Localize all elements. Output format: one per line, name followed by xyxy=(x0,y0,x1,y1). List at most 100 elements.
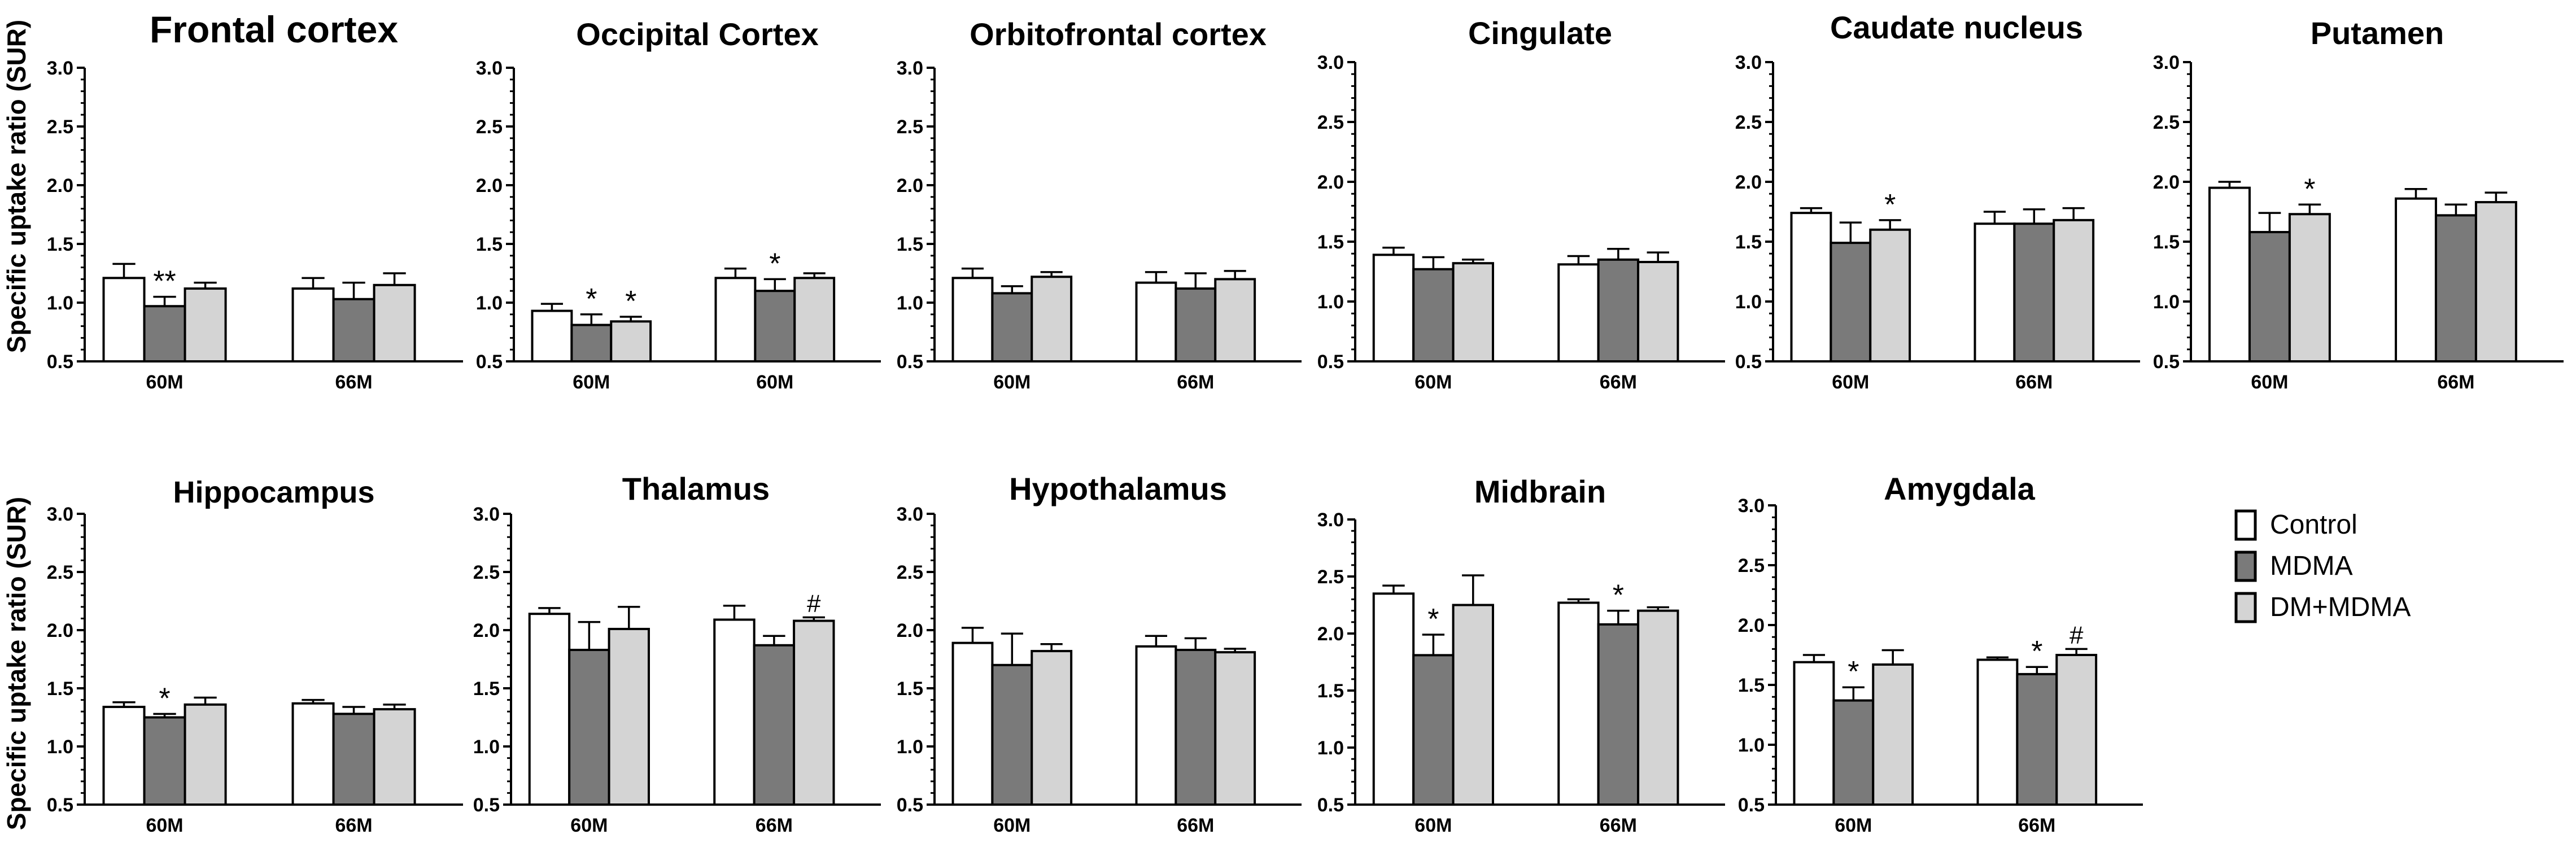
legend-label-dm-mdma: DM+MDMA xyxy=(2270,592,2411,622)
bar-mdma xyxy=(1597,258,1640,362)
x-category-label: 66M xyxy=(2018,815,2055,836)
y-tick-label: 0.5 xyxy=(1317,351,1344,373)
significance-marker: * xyxy=(586,283,597,316)
chart-panel: Caudate nucleus 0.5 1.0 1.5 2.0 2.5 3.0 60M 66M * xyxy=(1735,10,2140,393)
y-tick-label: 3.0 xyxy=(47,58,73,79)
y-tick-label: 2.0 xyxy=(47,620,73,641)
x-category-label: 60M xyxy=(2251,372,2288,393)
bar-mdma xyxy=(568,649,610,806)
x-category-label: 60M xyxy=(1835,815,1872,836)
y-tick-label: 3.0 xyxy=(473,504,500,525)
x-category-label: 60M xyxy=(573,372,610,393)
bar-mdma xyxy=(2013,222,2055,363)
bar-dm-mdma xyxy=(2053,219,2095,362)
panel-title: Orbitofrontal cortex xyxy=(970,16,1267,52)
bar-mdma xyxy=(753,644,796,806)
bar-control xyxy=(528,613,571,806)
y-tick-label: 3.0 xyxy=(476,58,503,79)
y-tick-label: 2.5 xyxy=(897,562,923,583)
bar-dm-mdma xyxy=(2055,654,2098,806)
y-tick-label: 2.0 xyxy=(897,620,923,641)
bar-dm-mdma xyxy=(184,703,227,806)
legend-label-control: Control xyxy=(2270,510,2357,540)
y-tick-label: 1.5 xyxy=(473,678,500,700)
y-tick-label: 1.5 xyxy=(1735,232,1762,253)
y-tick-label: 2.5 xyxy=(1317,112,1344,133)
y-tick-label: 2.5 xyxy=(897,116,923,138)
x-category-label: 66M xyxy=(756,815,793,836)
chart-panel: Hippocampus 0.5 1.0 1.5 2.0 2.5 3.0 60M 66M * xyxy=(47,475,463,836)
chart-panel: Occipital Cortex 0.5 1.0 1.5 2.0 2.5 3.0 60M 60M… xyxy=(476,16,881,393)
panel-title: Amygdala xyxy=(1884,471,2035,506)
y-tick-label: 1.0 xyxy=(897,292,923,314)
y-tick-label: 1.5 xyxy=(1317,680,1344,702)
bar-control xyxy=(1790,212,1832,362)
significance-marker: * xyxy=(1613,579,1624,612)
y-tick-label: 0.5 xyxy=(476,351,503,373)
y-tick-label: 1.0 xyxy=(1738,735,1765,756)
legend-label-mdma: MDMA xyxy=(2270,551,2353,581)
y-tick-label: 3.0 xyxy=(897,58,923,79)
y-axis-label-row2: Specific uptake ratio (SUR) xyxy=(2,497,31,830)
y-tick-label: 3.0 xyxy=(1738,495,1765,517)
y-axis-label-row1: Specific uptake ratio (SUR) xyxy=(2,20,31,353)
bar-mdma xyxy=(1832,699,1875,806)
bar-mdma xyxy=(2016,672,2058,806)
bar-dm-mdma xyxy=(1031,650,1073,806)
y-tick-label: 2.5 xyxy=(2153,112,2180,133)
y-tick-label: 2.0 xyxy=(2153,172,2180,193)
bar-dm-mdma xyxy=(1214,651,1256,806)
x-category-label: 60M xyxy=(1414,372,1452,393)
x-category-label: 60M xyxy=(1414,815,1452,836)
x-category-label: 66M xyxy=(1600,815,1637,836)
y-tick-label: 2.5 xyxy=(473,562,500,583)
significance-marker: * xyxy=(159,682,170,715)
significance-marker: * xyxy=(2031,635,2042,668)
y-tick-label: 1.0 xyxy=(473,736,500,758)
bar-dm-mdma xyxy=(1637,609,1679,806)
significance-marker: * xyxy=(2304,173,2315,206)
panel-title: Hippocampus xyxy=(173,475,374,509)
bar-control xyxy=(951,641,994,806)
legend-swatch-control xyxy=(2234,509,2257,541)
significance-marker: ** xyxy=(153,265,176,298)
chart-panel: Thalamus 0.5 1.0 1.5 2.0 2.5 3.0 60M 66M # xyxy=(473,471,881,836)
x-category-label: 66M xyxy=(1177,815,1214,836)
y-tick-label: 0.5 xyxy=(897,794,923,816)
y-tick-label: 2.0 xyxy=(1738,615,1765,636)
y-tick-label: 0.5 xyxy=(47,794,73,816)
y-tick-label: 2.0 xyxy=(47,175,73,196)
y-tick-label: 2.0 xyxy=(473,620,500,641)
y-tick-label: 2.0 xyxy=(1317,172,1344,193)
bar-control xyxy=(714,277,757,362)
bar-control xyxy=(291,702,335,806)
bar-control xyxy=(1135,645,1177,806)
bar-mdma xyxy=(143,716,186,806)
x-category-label: 66M xyxy=(1177,372,1214,393)
y-tick-label: 1.5 xyxy=(897,678,923,700)
significance-marker: # xyxy=(807,589,821,617)
bar-mdma xyxy=(991,663,1033,806)
chart-panel: Cingulate 0.5 1.0 1.5 2.0 2.5 3.0 60M 66M xyxy=(1317,15,1725,393)
y-tick-label: 2.0 xyxy=(476,175,503,196)
significance-marker: # xyxy=(2069,621,2084,649)
y-tick-label: 1.5 xyxy=(47,234,73,255)
y-tick-label: 1.5 xyxy=(1738,675,1765,696)
y-tick-label: 3.0 xyxy=(1317,509,1344,531)
y-tick-label: 1.0 xyxy=(476,292,503,314)
bar-control xyxy=(291,287,335,363)
y-tick-label: 2.0 xyxy=(1735,172,1762,193)
bar-mdma xyxy=(2434,214,2477,362)
bar-control xyxy=(102,277,146,362)
bar-dm-mdma xyxy=(610,320,652,363)
bar-mdma xyxy=(1830,242,1872,362)
chart-panel: Midbrain 0.5 1.0 1.5 2.0 2.5 3.0 60M 66M * * xyxy=(1317,474,1725,836)
bar-dm-mdma xyxy=(1869,228,1911,362)
panel-title: Frontal cortex xyxy=(150,8,398,50)
panel-title: Hypothalamus xyxy=(1009,471,1227,506)
legend-swatch-dm-mdma xyxy=(2234,592,2257,623)
bar-dm-mdma xyxy=(793,619,835,806)
x-category-label: 60M xyxy=(146,815,183,836)
y-tick-label: 2.5 xyxy=(476,116,503,138)
